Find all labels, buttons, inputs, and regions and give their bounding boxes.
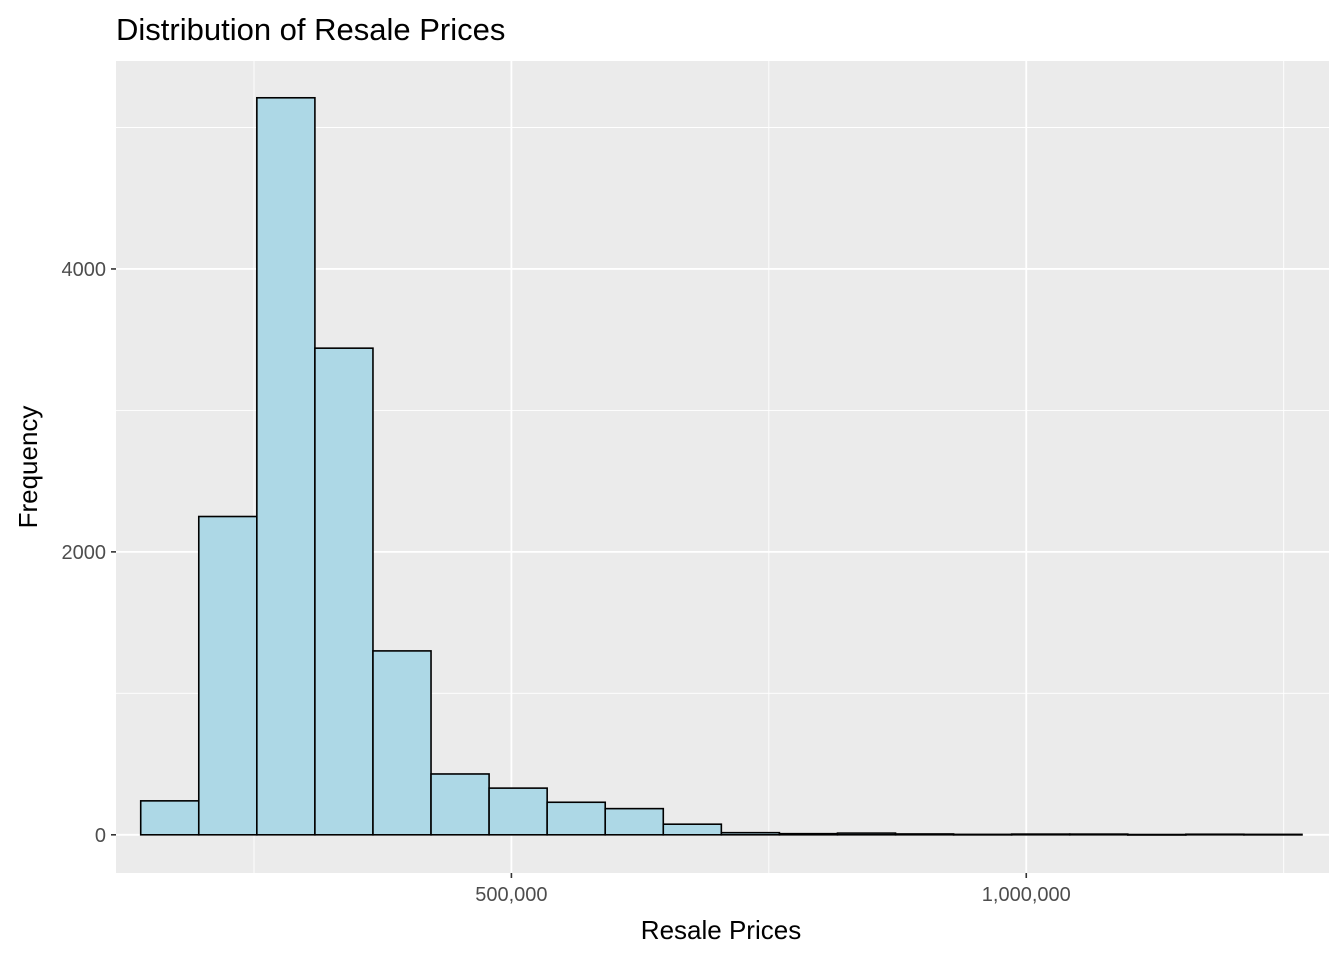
y-axis-ticks: 0 2000 4000 xyxy=(62,259,116,847)
histogram-bar xyxy=(1010,833,1071,836)
histogram-bar xyxy=(894,833,955,836)
histogram-bar xyxy=(372,650,432,836)
histogram-bar xyxy=(488,787,548,836)
histogram-bar xyxy=(546,801,607,836)
histogram-bar xyxy=(662,823,723,836)
histogram-bar xyxy=(1068,833,1129,836)
histogram-bar xyxy=(1126,833,1187,836)
x-tick-label: 1,000,000 xyxy=(982,884,1071,906)
histogram-bar xyxy=(720,831,781,836)
histogram-bar xyxy=(778,832,839,836)
histogram-bars xyxy=(139,96,1303,836)
histogram-bar xyxy=(836,832,897,836)
y-tick-label: 0 xyxy=(95,825,106,847)
x-tick-label: 500,000 xyxy=(475,884,547,906)
y-tick-label: 2000 xyxy=(62,542,107,564)
x-axis-ticks: 500,000 1,000,000 xyxy=(475,873,1071,906)
histogram-bar xyxy=(139,800,200,836)
histogram-bar xyxy=(1243,833,1303,836)
y-axis-title: Frequency xyxy=(13,406,43,529)
histogram-bar xyxy=(314,347,374,836)
histogram-bar xyxy=(1185,833,1245,836)
histogram-bar xyxy=(197,515,258,836)
y-tick-label: 4000 xyxy=(62,259,107,281)
histogram-bar xyxy=(256,96,316,836)
histogram-bar xyxy=(952,833,1013,836)
x-axis-title: Resale Prices xyxy=(641,915,801,945)
histogram-bar xyxy=(430,773,490,836)
histogram-bar xyxy=(604,807,665,836)
chart-title: Distribution of Resale Prices xyxy=(116,12,505,47)
